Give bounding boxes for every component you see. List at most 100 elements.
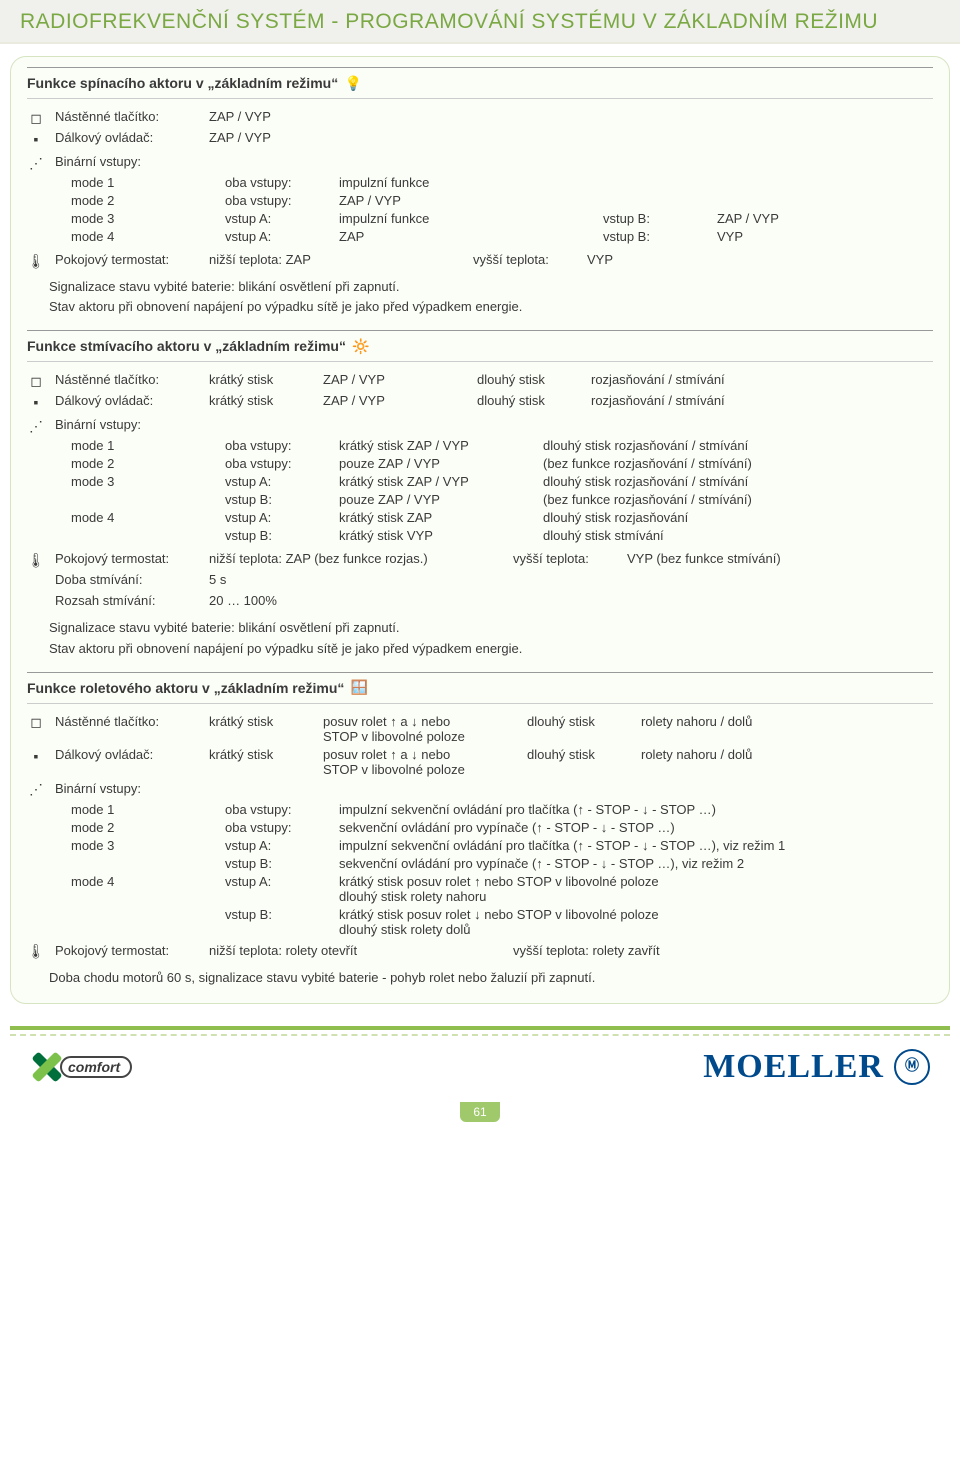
dim-range-label: Rozsah stmívání: bbox=[55, 593, 205, 608]
cell: vstup A: bbox=[225, 510, 335, 525]
section-title: Funkce stmívacího aktoru v „základním re… bbox=[27, 338, 346, 354]
mode-label: mode 4 bbox=[71, 874, 221, 889]
cell: vstup A: bbox=[225, 474, 335, 489]
mode-val: ZAP / VYP bbox=[339, 193, 599, 208]
cell: dlouhý stisk rozjasňování / stmívání bbox=[543, 438, 933, 453]
cell: krátký stisk VYP bbox=[339, 528, 539, 543]
mode-label: mode 4 bbox=[71, 229, 221, 244]
cell: krátký stisk bbox=[209, 393, 319, 408]
mode-col: oba vstupy: bbox=[225, 193, 335, 208]
thermostat-icon: 🌡 bbox=[27, 252, 45, 270]
cell: oba vstupy: bbox=[225, 820, 335, 835]
cell: oba vstupy: bbox=[225, 456, 335, 471]
mode-val-b: VYP bbox=[717, 229, 933, 244]
thermostat-label: Pokojový termostat: bbox=[55, 551, 205, 566]
cell: dlouhý stisk rozjasňování / stmívání bbox=[543, 474, 933, 489]
cell: STOP v libovolné poloze bbox=[323, 762, 465, 777]
note-text: Signalizace stavu vybité baterie: blikán… bbox=[27, 278, 933, 296]
cell: vstup B: bbox=[225, 907, 335, 922]
cell: vstup B: bbox=[225, 492, 335, 507]
mode-label: mode 1 bbox=[71, 802, 221, 817]
thermostat-high-label: vyšší teplota: bbox=[473, 252, 583, 267]
mode-val: impulzní funkce bbox=[339, 175, 599, 190]
wall-switch-label: Nástěnné tlačítko: bbox=[55, 372, 205, 387]
cell: dlouhý stisk rozjasňování bbox=[543, 510, 933, 525]
remote-label: Dálkový ovládač: bbox=[55, 747, 205, 762]
section-title: Funkce spínacího aktoru v „základním rež… bbox=[27, 75, 338, 91]
cell: dlouhý stisk bbox=[477, 393, 587, 408]
cell: krátký stisk posuv rolet ↓ nebo STOP v l… bbox=[339, 907, 659, 922]
cell: pouze ZAP / VYP bbox=[339, 456, 539, 471]
mode-label: mode 3 bbox=[71, 211, 221, 226]
dim-time-label: Doba stmívání: bbox=[55, 572, 205, 587]
cell: dlouhý stisk rolety nahoru bbox=[339, 889, 486, 904]
thermostat-label: Pokojový termostat: bbox=[55, 943, 205, 958]
cell: dlouhý stisk stmívání bbox=[543, 528, 933, 543]
cell: krátký stisk bbox=[209, 714, 319, 729]
mode-val: impulzní funkce bbox=[339, 211, 599, 226]
cell: STOP v libovolné poloze bbox=[323, 729, 465, 744]
wall-switch-icon: ◻ bbox=[27, 714, 45, 732]
cell: dlouhý stisk bbox=[527, 747, 637, 762]
binary-icon: ⋰ bbox=[27, 154, 45, 172]
dim-time-value: 5 s bbox=[209, 572, 226, 587]
remote-value: ZAP / VYP bbox=[209, 130, 319, 145]
bulb-icon: 💡 bbox=[344, 74, 362, 92]
remote-icon: ▪ bbox=[27, 130, 45, 148]
thermostat-low: nižší teplota: ZAP bbox=[209, 252, 469, 267]
section-title: Funkce roletového aktoru v „základním re… bbox=[27, 680, 344, 696]
wall-switch-icon: ◻ bbox=[27, 372, 45, 390]
cell: vstup B: bbox=[225, 856, 335, 871]
thermostat-icon: 🌡 bbox=[27, 551, 45, 569]
cell: vstup A: bbox=[225, 874, 335, 889]
cell: rolety nahoru / dolů bbox=[641, 714, 933, 729]
cell: sekvenční ovládání pro vypínače (↑ - STO… bbox=[339, 820, 933, 835]
binary-icon: ⋰ bbox=[27, 781, 45, 799]
cell: dlouhý stisk rolety dolů bbox=[339, 922, 471, 937]
remote-label: Dálkový ovládač: bbox=[55, 130, 205, 145]
mode-val-b: ZAP / VYP bbox=[717, 211, 933, 226]
cell: pouze ZAP / VYP bbox=[339, 492, 539, 507]
binary-inputs-label: Binární vstupy: bbox=[55, 781, 205, 796]
cell: krátký stisk posuv rolet ↑ nebo STOP v l… bbox=[339, 874, 659, 889]
mode-col-b: vstup B: bbox=[603, 211, 713, 226]
cell: impulzní sekvenční ovládání pro tlačítka… bbox=[339, 838, 933, 853]
wall-switch-label: Nástěnné tlačítko: bbox=[55, 109, 205, 124]
mode-label: mode 2 bbox=[71, 456, 221, 471]
dimmer-icon: 🔆 bbox=[352, 337, 370, 355]
thermostat-high-value: VYP (bez funkce stmívání) bbox=[627, 551, 933, 566]
dim-range-value: 20 … 100% bbox=[209, 593, 277, 608]
cell: vstup B: bbox=[225, 528, 335, 543]
mode-col-b: vstup B: bbox=[603, 229, 713, 244]
thermostat-icon: 🌡 bbox=[27, 943, 45, 961]
mode-label: mode 1 bbox=[71, 175, 221, 190]
cell: krátký stisk ZAP / VYP bbox=[339, 438, 539, 453]
mode-val: ZAP bbox=[339, 229, 599, 244]
mode-col: vstup A: bbox=[225, 211, 335, 226]
cell: posuv rolet ↑ a ↓ nebo bbox=[323, 714, 450, 729]
remote-icon: ▪ bbox=[27, 393, 45, 411]
content-panel: Funkce spínacího aktoru v „základním rež… bbox=[10, 56, 950, 1004]
cell: (bez funkce rozjasňování / stmívání) bbox=[543, 492, 933, 507]
mode-col: vstup A: bbox=[225, 229, 335, 244]
binary-inputs-label: Binární vstupy: bbox=[55, 417, 205, 432]
note-text: Stav aktoru při obnovení napájení po výp… bbox=[27, 640, 933, 658]
x-logo-icon bbox=[30, 1050, 64, 1084]
section-shutter-actuator: Funkce roletového aktoru v „základním re… bbox=[27, 672, 933, 987]
cell: sekvenční ovládání pro vypínače (↑ - STO… bbox=[339, 856, 933, 871]
mode-col: oba vstupy: bbox=[225, 175, 335, 190]
binary-inputs-label: Binární vstupy: bbox=[55, 154, 205, 169]
mode-label: mode 3 bbox=[71, 474, 221, 489]
cell: posuv rolet ↑ a ↓ nebo bbox=[323, 747, 450, 762]
cell: krátký stisk bbox=[209, 372, 319, 387]
wall-switch-value: ZAP / VYP bbox=[209, 109, 319, 124]
brand-moeller: MOELLER Ⓜ bbox=[703, 1048, 930, 1086]
thermostat-high: vyšší teplota: rolety zavřít bbox=[513, 943, 933, 958]
cell: oba vstupy: bbox=[225, 438, 335, 453]
cell: krátký stisk ZAP / VYP bbox=[339, 474, 539, 489]
page-number: 61 bbox=[460, 1102, 500, 1122]
cell: krátký stisk ZAP bbox=[339, 510, 539, 525]
remote-label: Dálkový ovládač: bbox=[55, 393, 205, 408]
cell: dlouhý stisk bbox=[527, 714, 637, 729]
mode-label: mode 3 bbox=[71, 838, 221, 853]
